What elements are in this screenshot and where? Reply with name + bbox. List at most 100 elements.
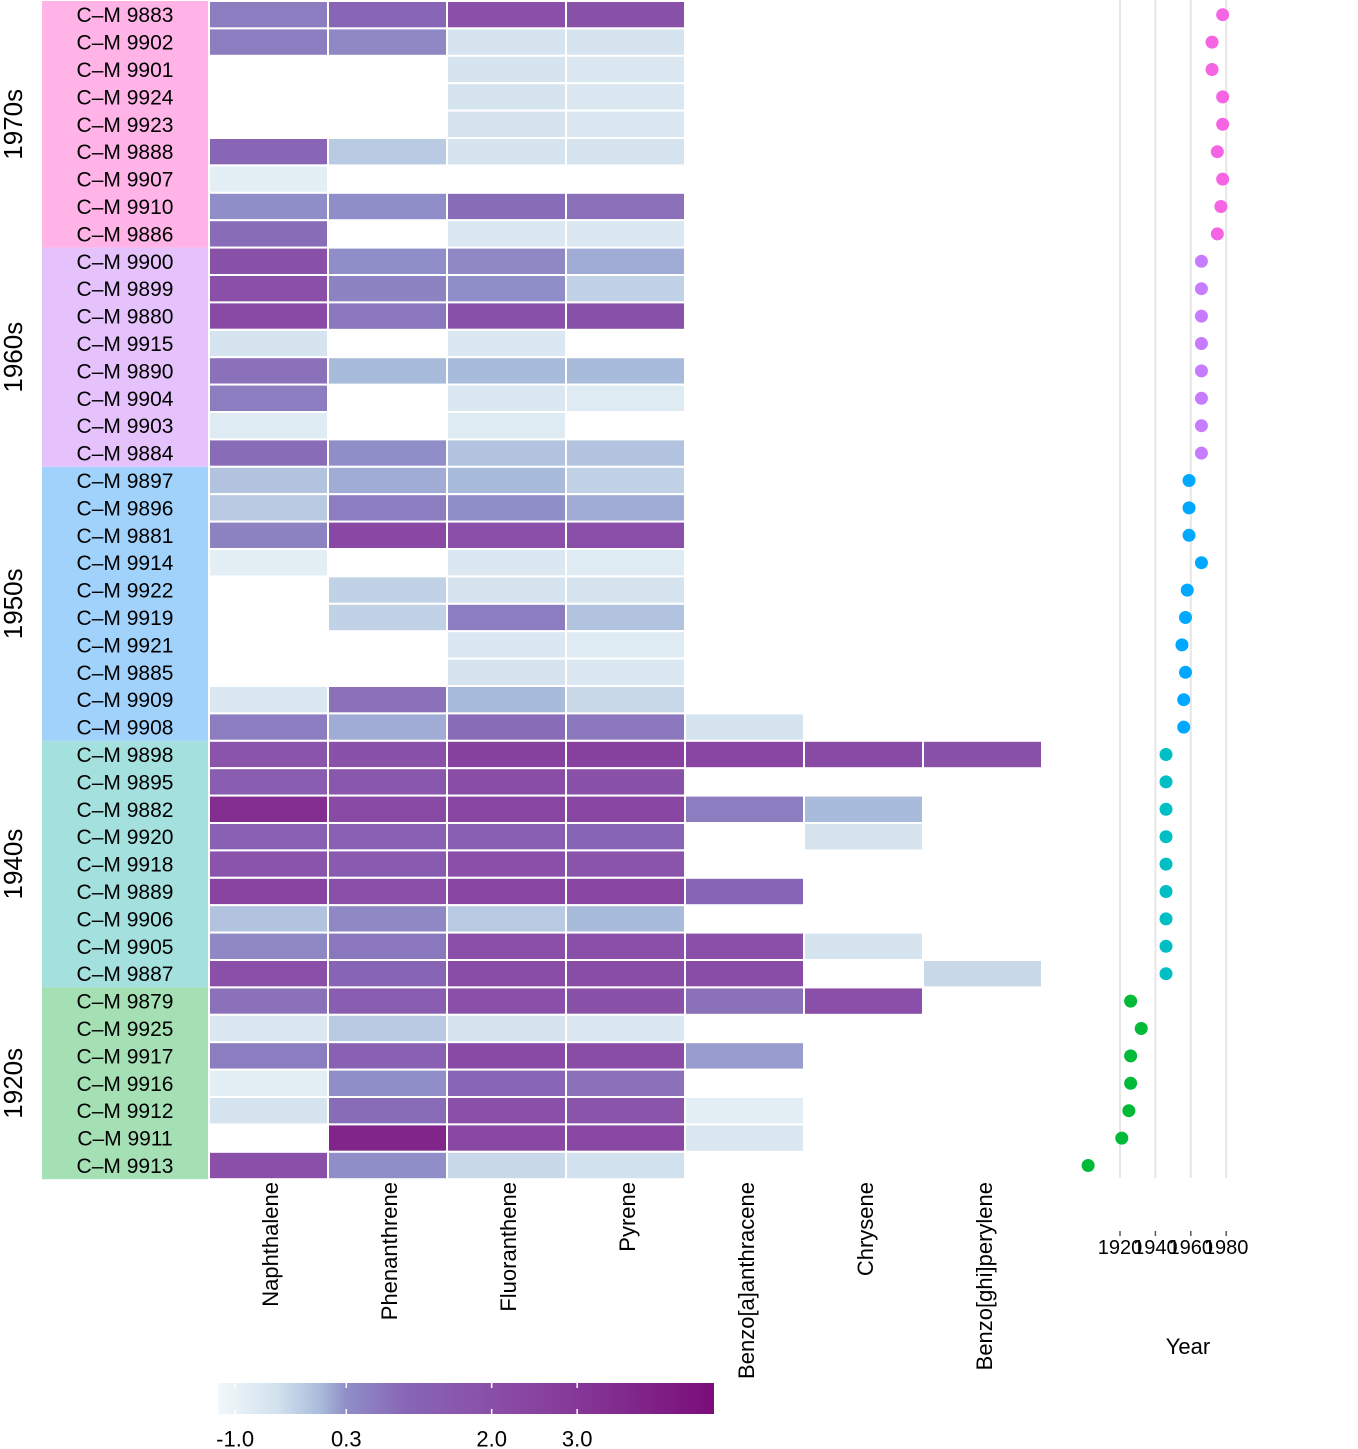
- heatmap-cell: [327, 27, 448, 57]
- heatmap-cell: [327, 931, 448, 961]
- sample-label: C–M 9918: [77, 854, 174, 877]
- heatmap-cell: [684, 794, 805, 824]
- heatmap-cell: [446, 82, 567, 112]
- heatmap-cell: [446, 630, 567, 660]
- decade-label: 1920s: [0, 1048, 28, 1119]
- heatmap-cell: [565, 931, 686, 961]
- heatmap-cell: [684, 739, 805, 770]
- year-point: [1194, 446, 1208, 460]
- sample-label: C–M 9898: [77, 744, 174, 767]
- heatmap-cell: [565, 1123, 686, 1153]
- heatmap-cell: [327, 602, 448, 633]
- heatmap-cell: [684, 876, 805, 907]
- sample-label: C–M 9886: [77, 223, 174, 246]
- sample-label: C–M 9879: [77, 991, 174, 1014]
- heatmap-cell: [327, 575, 448, 605]
- heatmap-cell: [565, 602, 686, 633]
- heatmap-cell: [446, 438, 567, 468]
- sample-label: C–M 9887: [77, 963, 174, 986]
- heatmap-cell: [446, 1041, 567, 1071]
- year-point: [1182, 474, 1196, 487]
- year-point: [1178, 611, 1192, 624]
- heatmap-cell: [446, 767, 567, 797]
- year-point: [1216, 90, 1230, 104]
- heatmap-cell: [208, 328, 329, 359]
- heatmap-cell: [327, 904, 448, 934]
- heatmap-cell: [446, 794, 567, 824]
- sample-label: C–M 9902: [77, 32, 174, 55]
- heatmap-cell: [565, 794, 686, 824]
- decade-label: 1960s: [0, 322, 28, 393]
- year-point: [1178, 665, 1192, 679]
- sample-label: C–M 9903: [77, 415, 174, 438]
- heatmap-cell: [565, 1041, 686, 1071]
- sample-label: C–M 9880: [77, 306, 174, 329]
- sample-labels: C–M 9883 C–M 9902 C–M 9901 C–M 9924 C–M 9923…: [77, 4, 174, 1178]
- heatmap-cell: [684, 931, 805, 961]
- compound-label: Naphthalene: [258, 1182, 283, 1307]
- year-point: [1194, 337, 1208, 350]
- year-point: [1205, 35, 1219, 49]
- heatmap-cell: [446, 685, 567, 715]
- sample-label: C–M 9909: [77, 689, 174, 712]
- year-tick-label: 1940: [1133, 1237, 1178, 1259]
- year-point: [1175, 638, 1189, 652]
- colorbar-tick-label: 2.0: [476, 1427, 507, 1449]
- heatmap-cell: [208, 274, 329, 304]
- year-point: [1177, 693, 1191, 707]
- year-point: [1159, 830, 1173, 844]
- heatmap-cell: [327, 438, 448, 468]
- sample-label: C–M 9921: [77, 634, 174, 657]
- year-point: [1194, 282, 1208, 296]
- sample-label: C–M 9925: [77, 1018, 174, 1041]
- decade-bands: [42, 1, 208, 1180]
- heatmap-cell: [565, 986, 686, 1016]
- compound-label: Phenanthrene: [377, 1182, 402, 1320]
- year-point: [1124, 994, 1138, 1008]
- heatmap-cell: [446, 657, 567, 687]
- heatmap-cell: [208, 1150, 329, 1181]
- decade-band-1920s: [42, 987, 208, 1180]
- heatmap-cell: [446, 383, 567, 414]
- year-tick-label: 1920: [1098, 1237, 1143, 1259]
- heatmap-cell: [922, 959, 1043, 989]
- heatmap-cell: [208, 0, 329, 30]
- year-point: [1182, 528, 1196, 542]
- heatmap-cell: [565, 548, 686, 578]
- heatmap-cell: [208, 739, 329, 770]
- year-point: [1177, 720, 1191, 734]
- heatmap-cell: [446, 109, 567, 139]
- year-point: [1134, 1022, 1148, 1035]
- decade-labels: 1970s 1960s 1950s 1940s 1920s: [0, 89, 28, 1119]
- year-point: [1216, 8, 1230, 22]
- year-tick-label: 1960: [1169, 1237, 1214, 1259]
- heatmap-cell: [565, 383, 686, 414]
- heatmap-cell: [327, 1013, 448, 1044]
- heatmap-cell: [446, 219, 567, 249]
- sample-label: C–M 9915: [77, 333, 174, 356]
- year-point: [1205, 63, 1219, 76]
- heatmap-cell: [327, 822, 448, 852]
- sample-label: C–M 9884: [77, 443, 174, 466]
- heatmap-cell: [208, 959, 329, 989]
- year-point: [1159, 857, 1173, 871]
- heatmap-cell: [327, 794, 448, 824]
- heatmap-cells: [208, 0, 1043, 1181]
- heatmap-cell: [208, 27, 329, 57]
- year-point: [1159, 802, 1173, 816]
- year-point: [1159, 912, 1173, 926]
- heatmap-cell: [565, 1068, 686, 1098]
- heatmap-cell: [327, 356, 448, 386]
- heatmap-cell: [327, 849, 448, 879]
- heatmap-cell: [208, 849, 329, 879]
- heatmap-cell: [565, 219, 686, 249]
- heatmap-cell: [327, 685, 448, 715]
- heatmap-cell: [446, 1150, 567, 1181]
- heatmap-cell: [565, 767, 686, 797]
- year-point: [1194, 309, 1208, 323]
- heatmap-cell: [803, 739, 924, 770]
- compound-label: Pyrene: [615, 1182, 640, 1252]
- heatmap-cell: [208, 301, 329, 331]
- heatmap-cell: [446, 0, 567, 30]
